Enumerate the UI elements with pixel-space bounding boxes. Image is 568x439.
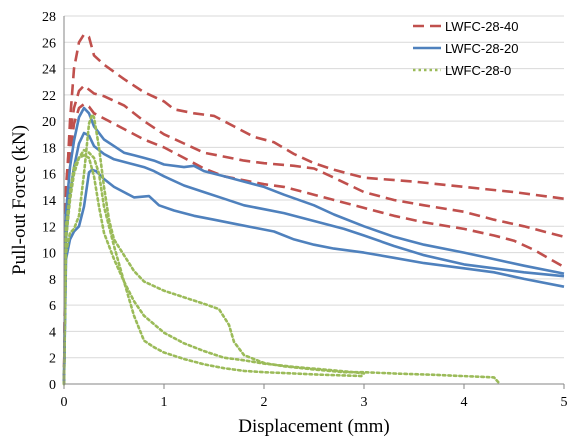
legend-label: LWFC-28-40	[445, 19, 518, 34]
y-tick-label: 10	[42, 247, 56, 262]
x-tick-label: 5	[561, 395, 568, 410]
series-line	[62, 168, 565, 385]
y-tick-label: 18	[42, 141, 56, 156]
series-LWFC-28-0	[62, 113, 502, 386]
x-tick-label: 1	[161, 395, 168, 410]
legend-item: LWFC-28-20	[413, 41, 518, 56]
y-tick-label: 0	[49, 378, 56, 393]
y-tick-label: 24	[42, 63, 56, 78]
legend-label: LWFC-28-20	[445, 41, 518, 56]
x-axis-title: Displacement (mm)	[238, 416, 389, 437]
legend: LWFC-28-40 LWFC-28-20 LWFC-28-0	[413, 19, 518, 78]
series-line	[62, 106, 565, 385]
x-tick-label: 4	[461, 395, 468, 410]
y-tick-label: 4	[49, 325, 56, 340]
series-line	[62, 84, 565, 385]
legend-label: LWFC-28-0	[445, 63, 511, 78]
y-tick-label: 14	[42, 194, 56, 209]
series-LWFC-28-20	[62, 106, 565, 385]
legend-item: LWFC-28-0	[413, 63, 511, 78]
y-axis-title: Pull-out Force (kN)	[9, 125, 30, 275]
y-tick-label: 12	[42, 220, 56, 235]
series-group	[62, 33, 565, 386]
y-tick-label: 8	[49, 273, 56, 288]
y-tick-label: 20	[42, 115, 56, 130]
axes	[63, 16, 565, 389]
x-tick-label: 2	[261, 395, 268, 410]
y-tick-label: 16	[42, 168, 56, 183]
legend-item: LWFC-28-40	[413, 19, 518, 34]
y-tick-label: 22	[42, 89, 56, 104]
y-tick-label: 2	[49, 352, 56, 367]
x-tick-label: 3	[361, 395, 368, 410]
y-tick-label: 6	[49, 299, 56, 314]
series-line	[62, 148, 366, 386]
y-tick-label: 26	[42, 36, 56, 51]
series-line	[62, 131, 565, 385]
y-tick-label: 28	[42, 10, 56, 25]
series-line	[62, 33, 565, 385]
series-line	[62, 154, 366, 386]
x-tick-label: 0	[61, 395, 68, 410]
